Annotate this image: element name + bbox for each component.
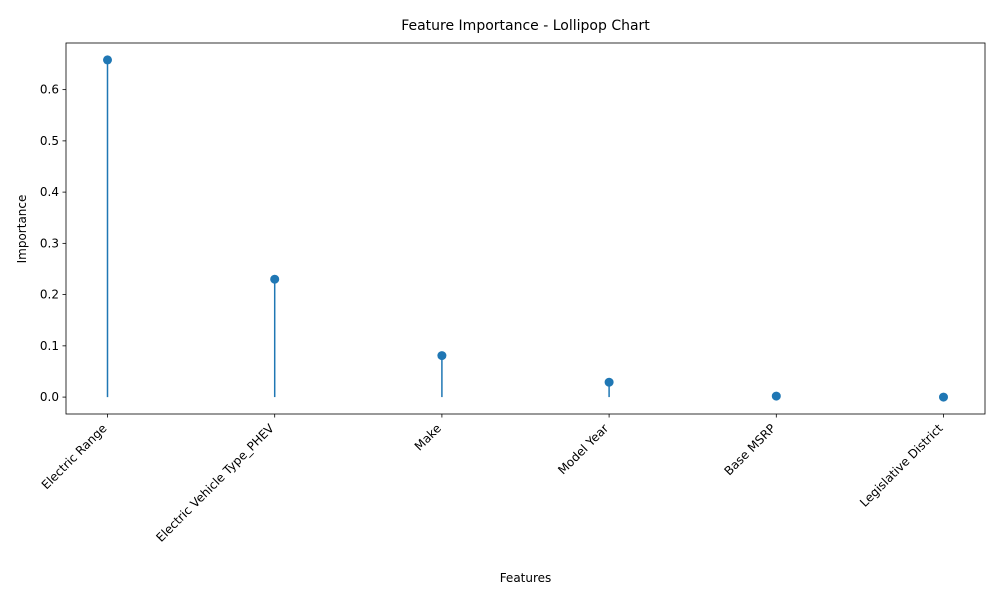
y-tick-label: 0.4 — [40, 185, 59, 199]
plot-area: 0.0 0.1 0.2 0.3 0.4 0.5 0.6 Electric Range Elect… — [39, 42, 986, 545]
lollipop-head — [604, 377, 614, 387]
x-tick-label: Electric Range — [39, 421, 110, 492]
y-tick-label: 0.3 — [40, 236, 59, 250]
x-axis-label: Features — [500, 571, 552, 585]
y-axis-label: Importance — [15, 195, 29, 264]
x-tick-label: Base MSRP — [721, 421, 778, 478]
lollipop-head — [270, 274, 280, 284]
lollipop-head — [939, 392, 948, 402]
x-tick-label: Electric Vehicle Type_PHEV — [153, 421, 277, 545]
x-tick-label: Legislative District — [857, 421, 946, 510]
lollipop-head — [103, 55, 112, 65]
lollipop-head — [771, 391, 781, 401]
y-tick-label: 0.5 — [40, 134, 59, 148]
x-tick-label: Model Year — [555, 421, 611, 477]
y-tick-label: 0.2 — [40, 288, 59, 302]
x-tick-label: Make — [412, 421, 444, 453]
lollipop-head — [437, 351, 447, 361]
y-tick-label: 0.6 — [40, 83, 59, 97]
y-tick-label: 0.0 — [40, 390, 59, 404]
y-tick-label: 0.1 — [40, 339, 59, 353]
chart-title: Feature Importance - Lollipop Chart — [401, 18, 650, 34]
axes-frame — [65, 42, 986, 415]
